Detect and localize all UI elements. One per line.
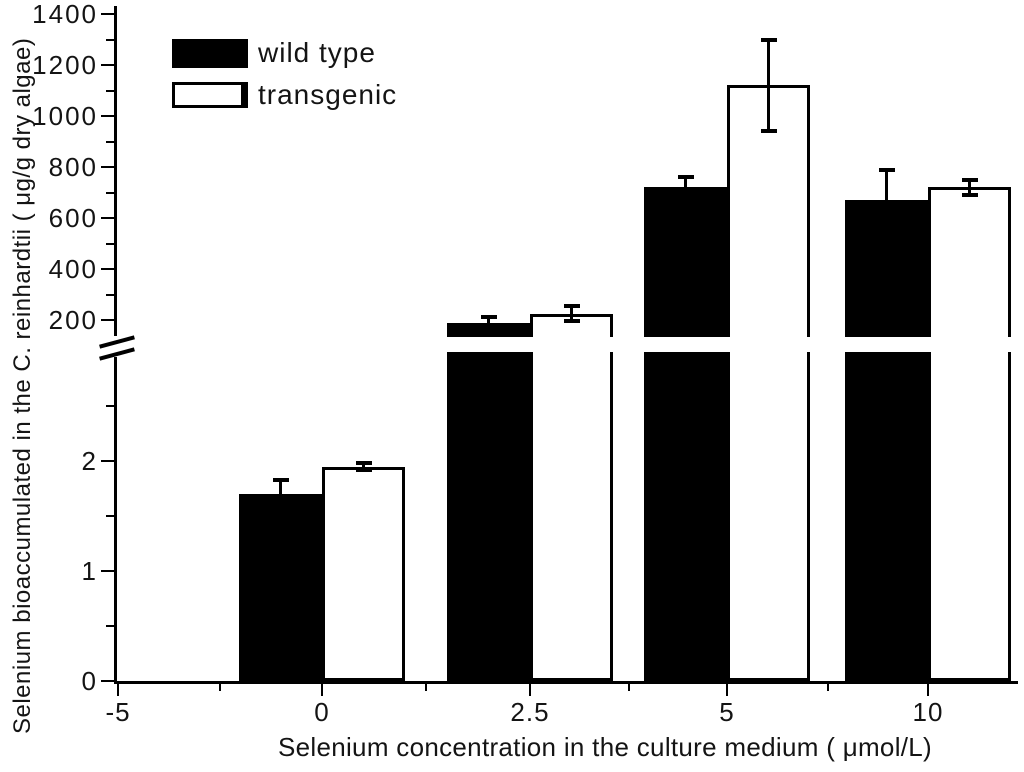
y-tick-label-600: 600 <box>48 203 98 233</box>
y-tick-label-0: 0 <box>81 666 98 696</box>
bar-transgenic-2.5 <box>530 313 613 681</box>
x-axis-title: Selenium concentration in the culture me… <box>277 732 933 762</box>
error-bar-stem-wild-type-5 <box>684 177 687 198</box>
error-bar-stem-wild-type-10 <box>885 169 888 231</box>
y-tick-1000 <box>101 115 114 117</box>
error-bar-cap-bottom-transgenic-10 <box>961 193 978 198</box>
y-axis-line-upper <box>114 6 117 336</box>
legend-label-wild-type: wild type <box>258 37 376 68</box>
y-tick-label-1400: 1400 <box>32 0 98 29</box>
x-minor-tick-0 <box>219 684 221 691</box>
y-tick-label-1000: 1000 <box>32 101 98 131</box>
y-tick-1 <box>101 570 114 572</box>
error-bar-cap-bottom-transgenic-0 <box>355 467 372 472</box>
y-tick-1200 <box>101 64 114 66</box>
legend-item-wild-type: wild type <box>172 37 492 68</box>
y-tick-0 <box>101 680 114 682</box>
error-bar-cap-bottom-wild-type-5 <box>677 195 694 200</box>
error-bar-cap-bottom-transgenic-5 <box>760 129 777 134</box>
transgenic-swatch-icon <box>172 82 248 108</box>
y-tick-600 <box>101 217 114 219</box>
x-tick-label--5: -5 <box>105 697 131 727</box>
error-bar-cap-bottom-transgenic-2.5 <box>563 319 580 324</box>
y-tick-800 <box>101 166 114 168</box>
y-minor-tick-0.5 <box>106 625 114 627</box>
x-tick-5 <box>726 684 728 696</box>
error-bar-cap-top-wild-type-10 <box>878 167 895 172</box>
x-tick-2.5 <box>529 684 531 696</box>
error-bar-cap-bottom-wild-type-10 <box>878 228 895 233</box>
legend-item-transgenic: transgenic <box>172 79 492 110</box>
bar-transgenic-10 <box>928 187 1011 681</box>
y-tick-label-800: 800 <box>48 152 98 182</box>
y-minor-tick-1100 <box>106 89 114 92</box>
error-bar-cap-top-wild-type-5 <box>677 175 694 180</box>
legend-label-transgenic: transgenic <box>258 79 398 110</box>
y-axis-line-lower <box>114 357 117 684</box>
error-bar-stem-transgenic-5 <box>767 39 770 132</box>
bar-transgenic-0 <box>322 466 405 681</box>
y-minor-tick-2.5 <box>106 405 114 407</box>
axis-break-gap-band <box>119 337 1018 352</box>
x-tick-label-0: 0 <box>314 697 330 727</box>
y-minor-tick-500 <box>106 242 114 245</box>
error-bar-stem-wild-type-0 <box>279 479 282 509</box>
y-tick-label-1: 1 <box>81 556 98 586</box>
error-bar-stem-transgenic-10 <box>968 179 971 196</box>
y-tick-label-2: 2 <box>81 446 98 476</box>
error-bar-stem-transgenic-0 <box>362 463 365 470</box>
x-tick-10 <box>927 684 929 696</box>
bar-wild-type-0 <box>239 494 322 681</box>
y-minor-tick-300 <box>106 293 114 296</box>
error-bar-cap-top-transgenic-5 <box>760 37 777 42</box>
legend: wild type transgenic <box>172 37 492 122</box>
x-axis-line <box>114 681 1018 684</box>
error-bar-stem-wild-type-2.5 <box>487 317 490 328</box>
y-axis-break-slash-2 <box>99 347 135 361</box>
y-tick-label-200: 200 <box>48 305 98 335</box>
bar-wild-type-2.5 <box>447 322 530 681</box>
error-bar-cap-top-transgenic-2.5 <box>563 303 580 308</box>
y-tick-2 <box>101 460 114 462</box>
y-minor-tick-900 <box>106 140 114 143</box>
x-minor-tick-3 <box>826 684 829 691</box>
error-bar-cap-top-transgenic-10 <box>961 177 978 182</box>
error-bar-cap-bottom-wild-type-2.5 <box>480 325 497 330</box>
x-tick-label-2.5: 2.5 <box>510 697 550 727</box>
y-minor-tick-1300 <box>106 38 114 41</box>
bar-transgenic-5 <box>727 85 810 681</box>
error-bar-cap-bottom-wild-type-0 <box>272 506 289 511</box>
error-bar-cap-top-wild-type-0 <box>272 477 289 482</box>
y-tick-label-400: 400 <box>48 254 98 284</box>
error-bar-cap-top-wild-type-2.5 <box>480 315 497 320</box>
bar-wild-type-5 <box>644 187 727 681</box>
error-bar-cap-top-transgenic-0 <box>355 461 372 466</box>
wild-type-swatch-icon <box>172 38 248 68</box>
y-tick-400 <box>101 268 114 270</box>
x-tick-0 <box>321 684 323 696</box>
y-minor-tick-700 <box>106 191 114 194</box>
x-tick-label-5: 5 <box>719 697 735 727</box>
bar-wild-type-10 <box>845 200 928 681</box>
y-tick-label-1200: 1200 <box>32 50 98 80</box>
x-tick-label-10: 10 <box>912 697 944 727</box>
y-tick-200 <box>101 319 114 321</box>
x-minor-tick-1 <box>425 684 427 691</box>
error-bar-stem-transgenic-2.5 <box>570 305 573 322</box>
x-tick--5 <box>117 684 119 696</box>
y-minor-tick-1.5 <box>106 515 114 517</box>
x-minor-tick-2 <box>627 684 630 691</box>
y-tick-1400 <box>101 13 114 15</box>
